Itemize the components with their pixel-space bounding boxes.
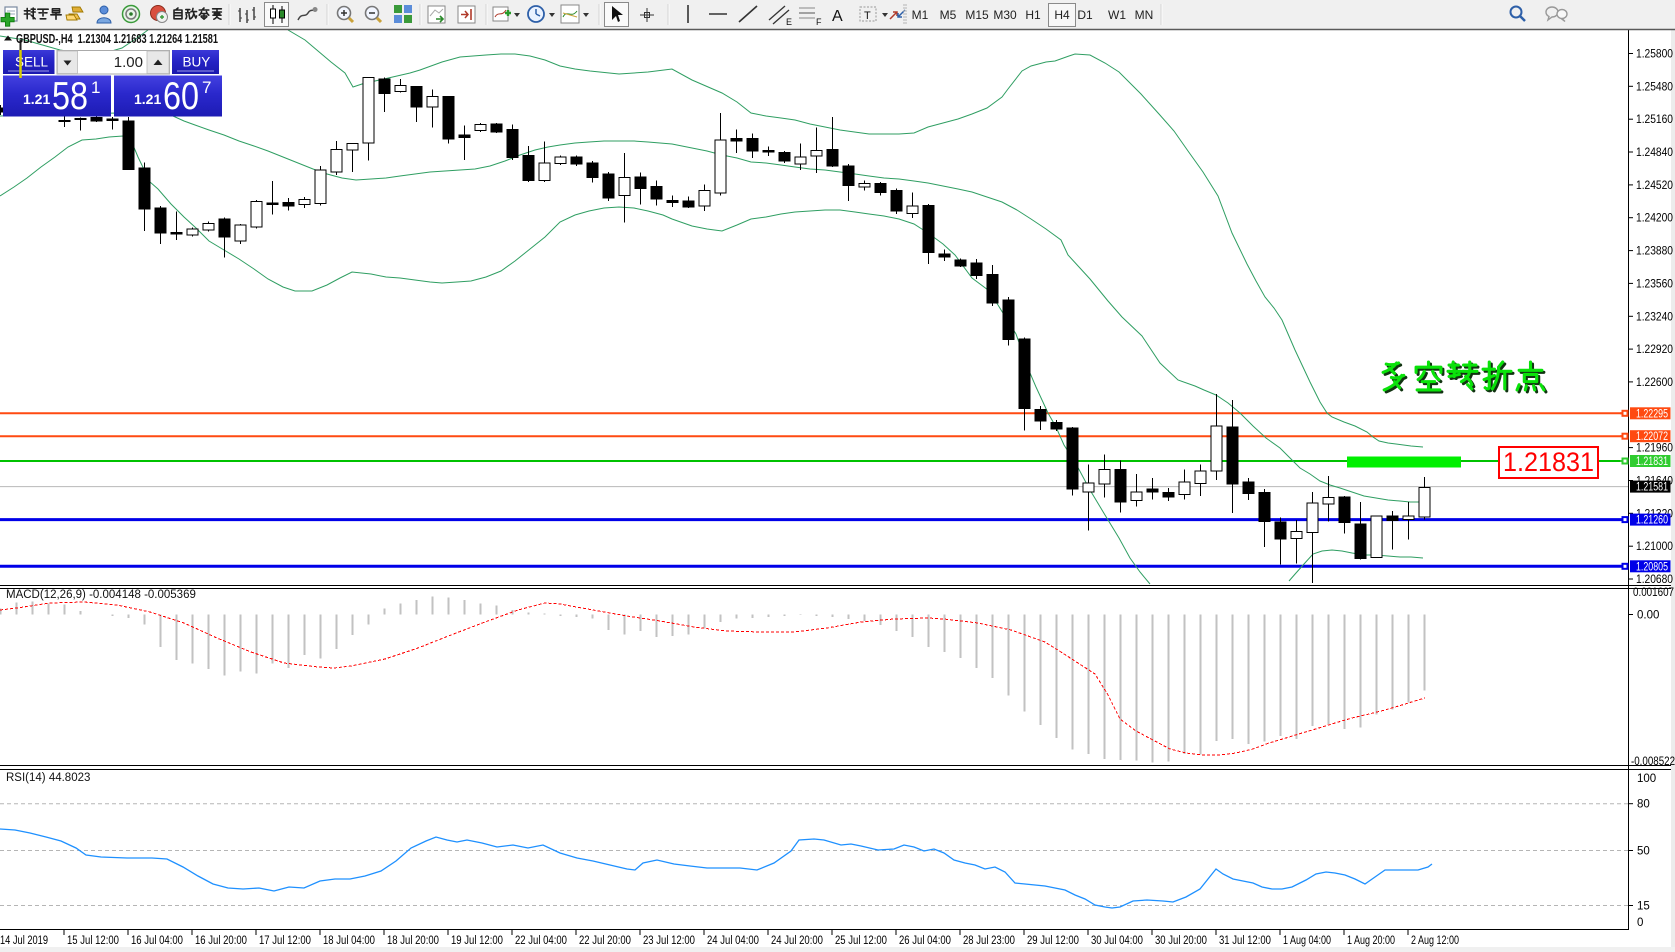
svg-text:0.001607: 0.001607 — [1633, 587, 1674, 599]
svg-text:31 Jul 12:00: 31 Jul 12:00 — [1219, 935, 1271, 947]
svg-text:22 Jul 04:00: 22 Jul 04:00 — [515, 935, 567, 947]
svg-text:1.25800: 1.25800 — [1636, 49, 1673, 61]
svg-text:M30: M30 — [993, 8, 1017, 22]
svg-text:1 Aug 20:00: 1 Aug 20:00 — [1347, 935, 1395, 947]
svg-text:1.24520: 1.24520 — [1636, 180, 1673, 192]
svg-text:M15: M15 — [965, 8, 989, 22]
svg-text:26 Jul 04:00: 26 Jul 04:00 — [899, 935, 951, 947]
svg-text:D1: D1 — [1077, 8, 1093, 22]
svg-text:25 Jul 12:00: 25 Jul 12:00 — [835, 935, 887, 947]
svg-text:1.00: 1.00 — [114, 54, 143, 71]
svg-text:1 Aug 04:00: 1 Aug 04:00 — [1283, 935, 1331, 947]
svg-text:16 Jul 20:00: 16 Jul 20:00 — [195, 935, 247, 947]
svg-text:W1: W1 — [1108, 8, 1126, 22]
svg-text:30 Jul 20:00: 30 Jul 20:00 — [1155, 935, 1207, 947]
svg-text:23 Jul 12:00: 23 Jul 12:00 — [643, 935, 695, 947]
svg-text:1.24200: 1.24200 — [1636, 213, 1673, 225]
svg-text:1.21960: 1.21960 — [1636, 443, 1673, 455]
svg-text:1.25160: 1.25160 — [1636, 114, 1673, 126]
svg-text:1.21581: 1.21581 — [1636, 482, 1668, 494]
svg-text:1.25480: 1.25480 — [1636, 81, 1673, 93]
svg-text:1.20680: 1.20680 — [1636, 574, 1673, 586]
svg-text:1.23560: 1.23560 — [1636, 278, 1673, 290]
svg-text:MN: MN — [1135, 8, 1154, 22]
svg-text:7: 7 — [202, 78, 211, 97]
svg-text:24 Jul 20:00: 24 Jul 20:00 — [771, 935, 823, 947]
svg-text:E: E — [786, 17, 792, 27]
svg-text:58: 58 — [52, 75, 88, 118]
svg-text:1.21: 1.21 — [23, 91, 50, 107]
svg-text:GBPUSD-,H4 1.21304 1.21683 1.: GBPUSD-,H4 1.21304 1.21683 1.21264 1.215… — [16, 32, 218, 46]
svg-text:-0.008522: -0.008522 — [1631, 756, 1675, 768]
svg-text:1.22600: 1.22600 — [1636, 377, 1673, 389]
svg-text:1.21: 1.21 — [134, 91, 161, 107]
svg-text:2 Aug 12:00: 2 Aug 12:00 — [1411, 935, 1459, 947]
svg-text:1.21260: 1.21260 — [1636, 515, 1668, 527]
svg-text:50: 50 — [1637, 846, 1650, 858]
svg-text:0.00: 0.00 — [1637, 610, 1659, 622]
svg-text:1.21831: 1.21831 — [1503, 447, 1594, 477]
svg-text:1.23880: 1.23880 — [1636, 246, 1673, 258]
svg-text:A: A — [832, 8, 843, 25]
svg-text:17 Jul 12:00: 17 Jul 12:00 — [259, 935, 311, 947]
svg-text:RSI(14) 44.8023: RSI(14) 44.8023 — [6, 772, 90, 784]
svg-text:0: 0 — [1637, 917, 1643, 929]
svg-text:F: F — [816, 17, 822, 27]
svg-text:1: 1 — [91, 78, 100, 97]
svg-text:MACD(12,26,9) -0.004148 -0.005: MACD(12,26,9) -0.004148 -0.005369 — [6, 589, 196, 601]
svg-text:28 Jul 23:00: 28 Jul 23:00 — [963, 935, 1015, 947]
svg-text:60: 60 — [163, 75, 199, 118]
svg-text:15 Jul 12:00: 15 Jul 12:00 — [67, 935, 119, 947]
svg-text:14 Jul 2019: 14 Jul 2019 — [0, 935, 48, 947]
svg-text:M1: M1 — [912, 8, 929, 22]
svg-text:1.20805: 1.20805 — [1636, 561, 1668, 573]
svg-text:15: 15 — [1637, 901, 1650, 913]
svg-text:H4: H4 — [1054, 8, 1070, 22]
svg-text:1.21000: 1.21000 — [1636, 541, 1673, 553]
svg-text:29 Jul 12:00: 29 Jul 12:00 — [1027, 935, 1079, 947]
svg-text:1.23240: 1.23240 — [1636, 311, 1673, 323]
svg-text:1.22295: 1.22295 — [1636, 408, 1668, 420]
svg-text:22 Jul 20:00: 22 Jul 20:00 — [579, 935, 631, 947]
svg-text:M5: M5 — [940, 8, 957, 22]
svg-text:30 Jul 04:00: 30 Jul 04:00 — [1091, 935, 1143, 947]
svg-text:19 Jul 12:00: 19 Jul 12:00 — [451, 935, 503, 947]
svg-text:16 Jul 04:00: 16 Jul 04:00 — [131, 935, 183, 947]
svg-text:1.22072: 1.22072 — [1636, 431, 1668, 443]
svg-text:BUY: BUY — [183, 55, 211, 70]
svg-text:80: 80 — [1637, 799, 1650, 811]
svg-text:18 Jul 04:00: 18 Jul 04:00 — [323, 935, 375, 947]
svg-text:100: 100 — [1637, 773, 1656, 785]
svg-text:1.24840: 1.24840 — [1636, 147, 1673, 159]
svg-text:1.21831: 1.21831 — [1636, 456, 1668, 468]
svg-text:18 Jul 20:00: 18 Jul 20:00 — [387, 935, 439, 947]
svg-text:24 Jul 04:00: 24 Jul 04:00 — [707, 935, 759, 947]
svg-text:H1: H1 — [1025, 8, 1041, 22]
svg-text:1.22920: 1.22920 — [1636, 344, 1673, 356]
svg-text:T: T — [864, 10, 871, 22]
svg-text:SELL: SELL — [15, 55, 49, 70]
